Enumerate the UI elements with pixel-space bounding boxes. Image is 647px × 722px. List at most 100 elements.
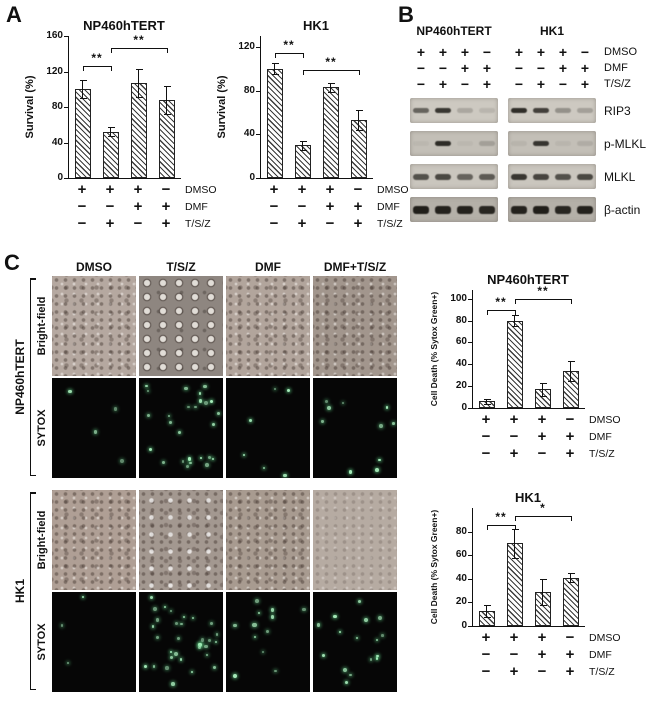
treatment-sign: −	[297, 198, 307, 215]
error-cap-top	[271, 63, 279, 65]
treatment-sign: −	[509, 646, 519, 663]
blot-band	[413, 173, 429, 180]
error-bar	[514, 315, 516, 327]
sytox-dot	[194, 405, 198, 409]
bracket-leg	[515, 516, 516, 522]
blot-strip	[508, 197, 596, 222]
bar	[535, 591, 551, 626]
error-cap-top	[511, 315, 519, 317]
blot-band	[533, 141, 549, 146]
y-tick-mark	[64, 36, 68, 37]
group-bracket	[30, 278, 36, 476]
y-tick-mark	[256, 134, 260, 136]
sytox-dot	[263, 466, 265, 469]
treatment-sign: −	[580, 44, 590, 60]
error-cap-bottom	[355, 129, 363, 131]
error-cap-top	[299, 140, 307, 142]
treatment-sign: +	[269, 181, 279, 198]
treatment-label: DMF	[377, 201, 400, 213]
blot-band	[413, 141, 429, 146]
sytox-dot	[170, 650, 173, 653]
sytox-dot	[184, 386, 188, 391]
sytox-dot	[164, 606, 167, 609]
brightfield-image	[52, 490, 136, 590]
error-bar	[330, 82, 332, 92]
treatment-sign: −	[133, 215, 143, 232]
sytox-dot	[175, 621, 179, 625]
significance-bracket	[275, 53, 303, 55]
error-bar	[570, 361, 572, 381]
sytox-dot	[153, 665, 156, 668]
significance-label: **	[133, 32, 145, 47]
bar	[351, 120, 367, 178]
sytox-dot	[317, 623, 321, 627]
sytox-dot	[214, 640, 218, 644]
bar	[159, 99, 175, 178]
sytox-dot	[209, 621, 214, 626]
sytox-dot	[266, 629, 270, 634]
error-cap-bottom	[299, 149, 307, 151]
brightfield-image	[139, 276, 223, 376]
error-cap-bottom	[79, 98, 87, 100]
y-tick-mark	[468, 531, 472, 533]
treatment-sign: +	[514, 44, 524, 60]
y-tick-label: 0	[249, 172, 255, 183]
y-tick-label: 40	[51, 136, 63, 148]
sytox-dot	[270, 608, 275, 612]
sytox-dot	[376, 654, 379, 658]
sytox-dot	[378, 458, 381, 461]
error-cap-top	[567, 361, 575, 363]
sytox-dot	[345, 681, 349, 685]
treatment-sign: +	[353, 198, 363, 215]
brightfield-image	[226, 276, 310, 376]
treatment-sign: +	[460, 60, 470, 76]
sytox-dot	[202, 384, 207, 389]
sytox-image	[139, 378, 223, 478]
western-blot-panel: NP460hTERT HK1 + + + − + + + − DMSO − − + + − − + + DMF − + − +…	[410, 24, 647, 250]
treatment-sign: +	[133, 198, 143, 215]
sytox-dot	[370, 658, 373, 661]
y-tick-mark	[256, 90, 260, 92]
bracket-leg	[167, 47, 168, 53]
bracket-leg	[487, 309, 488, 315]
treatment-sign: +	[482, 76, 492, 92]
sytox-dot	[205, 653, 208, 657]
treatment-sign: −	[536, 60, 546, 76]
sytox-dot	[273, 387, 276, 390]
treatment-sign: +	[460, 44, 470, 60]
sytox-dot	[212, 665, 216, 669]
sytox-dot	[205, 462, 210, 467]
sytox-dot	[385, 405, 389, 409]
y-tick-label: 60	[455, 549, 467, 561]
treatment-sign: −	[537, 445, 547, 462]
treatment-sign: −	[460, 76, 470, 92]
chart-title: NP460hTERT	[83, 18, 165, 33]
sytox-dot	[182, 616, 185, 619]
y-tick-mark	[468, 555, 472, 557]
blot-strip	[410, 131, 498, 156]
treatment-label: DMF	[185, 201, 208, 213]
column-header: DMF+T/S/Z	[323, 260, 387, 274]
panel-label-a: A	[6, 2, 22, 27]
chart-title: HK1	[302, 18, 329, 33]
error-cap-top	[355, 110, 363, 112]
significance-label: **	[495, 509, 507, 524]
treatment-sign: −	[537, 663, 547, 680]
sytox-dot	[198, 391, 202, 395]
sytox-dot	[178, 430, 182, 434]
sytox-dot	[215, 633, 219, 636]
sytox-image	[226, 378, 310, 478]
sytox-dot	[207, 639, 211, 643]
y-tick-label: 160	[46, 30, 63, 41]
error-cap-bottom	[539, 604, 547, 606]
y-tick-label: 80	[455, 525, 467, 537]
treatment-sign: +	[565, 445, 575, 462]
blot-band	[533, 173, 549, 180]
y-tick-mark	[256, 46, 260, 48]
error-cap-top	[483, 399, 491, 401]
sytox-dot	[274, 669, 277, 673]
row-type-label: SYTOX	[36, 623, 48, 661]
cell-death-chart-np460: NP460hTERT Cell Death (% Sytox Green+) ** *…	[428, 272, 632, 466]
treatment-sign: +	[509, 629, 519, 646]
